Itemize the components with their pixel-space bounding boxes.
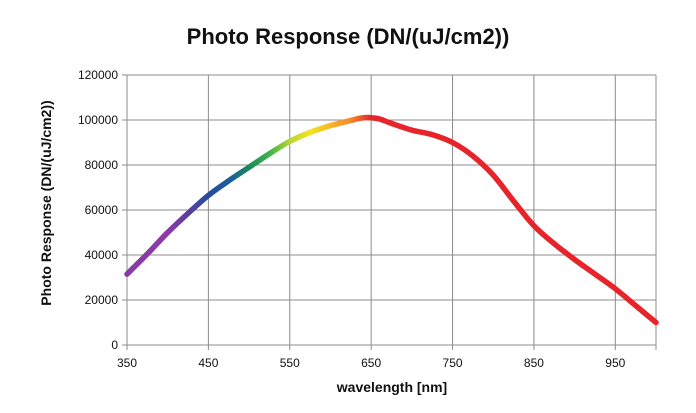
data-point	[186, 211, 191, 216]
data-point	[369, 115, 374, 120]
data-point	[552, 241, 557, 246]
data-point	[308, 130, 313, 135]
grid-layer	[126, 74, 657, 346]
data-point	[430, 132, 435, 137]
data-point	[328, 123, 333, 128]
y-tick-label: 20000	[85, 293, 119, 307]
x-tick-label: 550	[280, 356, 300, 370]
y-tick-label: 60000	[85, 203, 119, 217]
data-point	[389, 121, 394, 126]
data-point	[206, 193, 211, 198]
data-point	[531, 223, 536, 228]
data-point	[247, 165, 252, 170]
data-point	[361, 115, 366, 120]
data-point	[348, 118, 353, 123]
data-point	[165, 230, 170, 235]
data-point	[511, 199, 516, 204]
y-tick-label: 100000	[78, 113, 118, 127]
axis-layer	[122, 74, 657, 350]
x-tick-label: 850	[524, 356, 544, 370]
tick-layer: 0 20000 40000 60000 80000 100000 120000 350 450 5…	[78, 68, 626, 370]
data-point	[592, 272, 597, 277]
data-point	[450, 140, 455, 145]
y-tick-label: 0	[111, 338, 118, 352]
chart-title: Photo Response (DN/(uJ/cm2))	[186, 24, 510, 49]
data-point	[409, 128, 414, 133]
data-point	[125, 272, 130, 277]
x-tick-label: 450	[198, 356, 218, 370]
y-tick-label: 40000	[85, 248, 119, 262]
data-point	[491, 173, 496, 178]
data-point	[267, 151, 272, 156]
x-tick-label: 750	[443, 356, 463, 370]
series-line	[124, 114, 659, 326]
data-point	[226, 178, 231, 183]
data-point	[633, 303, 638, 308]
data-point	[572, 257, 577, 262]
data-point	[613, 286, 618, 291]
x-tick-label: 950	[605, 356, 625, 370]
y-tick-label: 80000	[85, 158, 119, 172]
x-tick-label: 650	[361, 356, 381, 370]
x-tick-label: 350	[117, 356, 137, 370]
data-point	[287, 139, 292, 144]
x-axis-label: wavelength [nm]	[336, 379, 448, 395]
data-point	[145, 251, 150, 256]
series-layer	[124, 114, 659, 326]
y-tick-label: 120000	[78, 68, 118, 82]
data-point	[470, 154, 475, 159]
data-point	[654, 320, 659, 325]
data-point	[377, 116, 382, 121]
